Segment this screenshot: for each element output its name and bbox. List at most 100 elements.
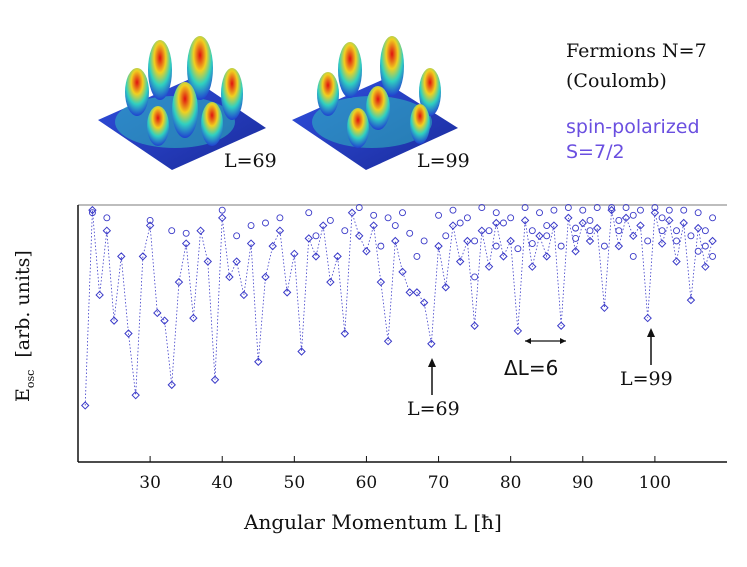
data-point	[506, 236, 515, 246]
data-point	[672, 257, 681, 266]
data-point	[326, 277, 335, 287]
upper-level-point	[492, 242, 500, 250]
data-point	[225, 272, 234, 282]
data-point	[290, 249, 299, 259]
upper-level-point	[665, 206, 673, 214]
data-point	[556, 321, 566, 330]
annotation-fermions: Fermions N=7	[566, 40, 707, 62]
arrow-right-label: L=99	[620, 368, 673, 390]
data-point	[679, 218, 688, 228]
data-point	[145, 221, 155, 230]
inset-right-label: L=99	[417, 150, 470, 172]
data-point	[484, 262, 494, 271]
data-point	[629, 231, 638, 241]
data-point	[535, 231, 544, 241]
upper-level-point	[492, 209, 500, 217]
data-point	[585, 236, 595, 246]
data-point	[578, 218, 587, 228]
data-points	[81, 205, 717, 410]
data-point	[571, 247, 580, 256]
upper-level-point	[168, 227, 176, 235]
upper-level-point	[600, 242, 608, 250]
upper-level-point	[651, 204, 659, 212]
data-point	[333, 252, 342, 261]
data-point	[261, 272, 270, 282]
data-point	[189, 313, 198, 323]
data-point	[600, 303, 609, 313]
data-point	[95, 290, 104, 300]
data-point	[297, 347, 306, 356]
x-tick-label: 90	[572, 473, 594, 493]
upper-level-point	[608, 204, 616, 212]
upper-level-point	[384, 214, 392, 222]
upper-level-point	[326, 216, 334, 224]
data-point	[643, 313, 652, 323]
y-axis-label-sub: osc	[23, 369, 37, 389]
data-point	[268, 241, 277, 251]
upper-level-point	[305, 209, 313, 217]
upper-level-point	[218, 206, 226, 214]
data-point	[636, 221, 645, 230]
data-point	[347, 208, 357, 217]
upper-level-point	[471, 237, 479, 245]
upper-level-point	[507, 214, 515, 222]
data-point	[203, 257, 213, 266]
data-point	[109, 316, 119, 325]
x-axis-label: Angular Momentum L [ħ]	[244, 510, 502, 534]
upper-level-point	[377, 242, 385, 250]
upper-level-point	[514, 245, 522, 253]
upper-level-point	[536, 209, 543, 217]
data-point	[528, 262, 537, 271]
x-ticks: 30 40 50 60 70 80 90 100	[139, 456, 671, 493]
upper-level-point	[709, 214, 717, 222]
data-point	[708, 236, 717, 246]
data-point	[246, 239, 256, 248]
annotation-spin-polarized: spin-polarized	[566, 116, 700, 138]
data-point	[81, 401, 90, 410]
upper-level-point	[528, 227, 536, 235]
upper-level-point	[709, 252, 717, 260]
delta-arrow	[525, 338, 566, 344]
upper-level-point	[637, 206, 644, 214]
upper-level-point	[521, 204, 529, 212]
data-point	[369, 221, 378, 230]
y-axis-label-units: [arb. units]	[12, 250, 34, 358]
arrow-left-label: L=69	[407, 398, 460, 420]
upper-level-point	[233, 232, 241, 240]
upper-level-point	[658, 227, 666, 235]
data-point	[282, 288, 292, 297]
upper-level-point	[673, 237, 680, 245]
data-point	[138, 252, 148, 261]
data-point	[362, 247, 371, 256]
arrow-right	[647, 328, 655, 365]
upper-level-point	[586, 227, 594, 235]
upper-level-point	[687, 232, 695, 240]
upper-level-point	[182, 229, 190, 237]
upper-level-point	[88, 209, 96, 217]
data-point	[232, 257, 241, 266]
x-tick-label: 60	[356, 473, 378, 493]
upper-level-point	[262, 219, 269, 227]
data-point	[340, 329, 350, 338]
data-point	[520, 216, 530, 225]
upper-level-point	[694, 209, 702, 217]
annotation-spin-value: S=7/2	[566, 141, 625, 163]
data-point	[318, 221, 328, 230]
upper-level-point	[341, 227, 349, 235]
data-point	[254, 357, 263, 366]
data-point	[513, 326, 523, 336]
upper-level-point	[550, 206, 558, 214]
data-point	[355, 231, 364, 241]
upper-level-point	[312, 232, 320, 240]
data-point	[434, 241, 443, 251]
upper-level-point	[420, 237, 428, 245]
x-tick-label: 50	[284, 473, 306, 493]
data-point	[455, 257, 465, 266]
upper-level-point	[564, 204, 572, 212]
upper-level-point	[456, 219, 464, 227]
upper-level-point	[435, 211, 443, 219]
data-point	[391, 236, 400, 246]
data-point	[412, 288, 422, 297]
